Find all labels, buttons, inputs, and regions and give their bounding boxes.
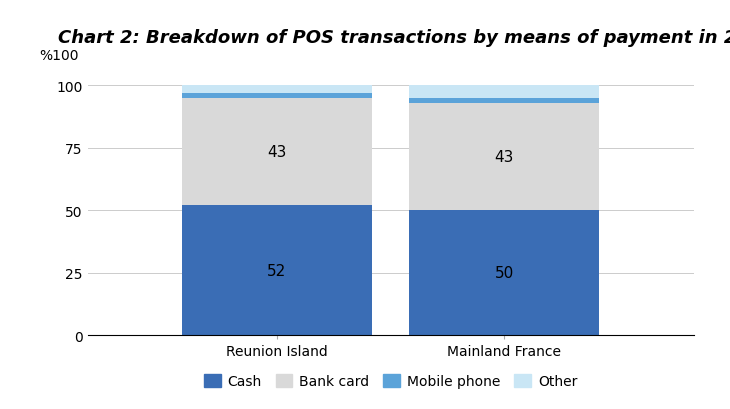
Bar — [182, 99, 372, 206]
Bar — [182, 86, 372, 94]
Text: %100: %100 — [39, 49, 79, 63]
Bar — [410, 99, 599, 103]
Text: Chart 2: Breakdown of POS transactions by means of payment in 2022: Chart 2: Breakdown of POS transactions b… — [58, 29, 730, 47]
Text: 52: 52 — [267, 263, 287, 278]
Legend: Cash, Bank card, Mobile phone, Other: Cash, Bank card, Mobile phone, Other — [199, 369, 583, 394]
Text: 43: 43 — [267, 145, 287, 160]
Bar — [182, 206, 372, 335]
Text: 43: 43 — [494, 150, 514, 164]
Bar — [182, 94, 372, 99]
Text: 50: 50 — [494, 265, 514, 281]
Bar — [410, 211, 599, 335]
Bar — [410, 86, 599, 99]
Bar — [410, 103, 599, 211]
